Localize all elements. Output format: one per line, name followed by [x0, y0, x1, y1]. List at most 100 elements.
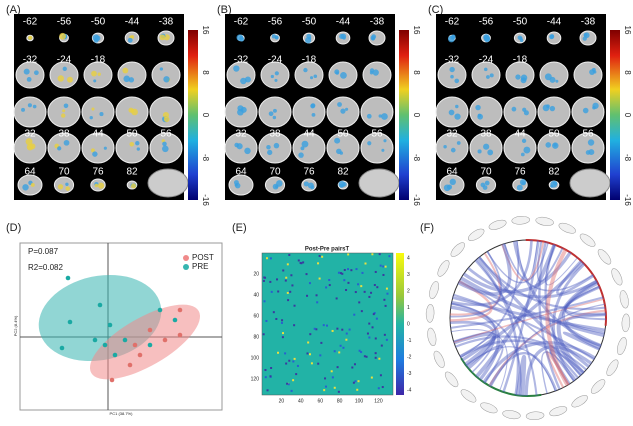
node-label-bubble: [617, 337, 627, 356]
chord: [467, 266, 598, 299]
matrix-cell: [355, 268, 358, 271]
post-point: [147, 327, 153, 333]
slice-number: -62: [234, 17, 249, 28]
activation-blob: [306, 33, 312, 39]
matrix-cell: [368, 322, 371, 325]
activation-blob: [477, 113, 483, 120]
activation-blob: [520, 77, 527, 84]
node-label-bubble: [488, 219, 507, 230]
slice-number: -38: [159, 17, 174, 28]
brain-slice: [53, 176, 75, 194]
matrix-cell: [270, 290, 273, 293]
activation-blob: [61, 113, 66, 118]
chord: [512, 240, 602, 347]
matrix-cell: [292, 360, 295, 363]
x-tick-label: 100: [355, 398, 364, 404]
activation-blob: [454, 113, 461, 120]
matrix: [261, 252, 394, 396]
matrix-cell: [370, 291, 373, 294]
activation-blob: [272, 115, 277, 120]
activation-blob: [337, 102, 342, 107]
activation-blob: [592, 102, 599, 109]
slice-number: 56: [582, 129, 594, 140]
matrix-cell: [336, 366, 339, 369]
chord: [503, 243, 594, 292]
matrix-cell: [328, 278, 331, 281]
node-label-bubble: [450, 242, 465, 257]
matrix-cell: [275, 317, 278, 320]
legend-label: PRE: [192, 262, 208, 271]
slice-number: -62: [23, 17, 38, 28]
activation-blob: [553, 143, 557, 147]
panel-label: (A): [6, 4, 21, 16]
activation-blob: [127, 37, 133, 43]
x-tick-label: 120: [374, 398, 383, 404]
activation-blob: [65, 186, 70, 191]
slice-number: 32: [24, 129, 36, 140]
activation-blob: [553, 181, 558, 186]
node-label-bubble: [460, 389, 477, 403]
activation-blob: [123, 75, 131, 83]
chord: [545, 248, 570, 387]
chord: [459, 339, 585, 374]
pre-point: [59, 345, 65, 351]
activation-blob: [57, 75, 65, 82]
pre-point: [172, 317, 178, 323]
matrix-cell: [385, 287, 388, 290]
matrix-cell: [352, 381, 355, 384]
slice-number: -44: [547, 17, 562, 28]
chord: [461, 261, 584, 362]
matrix-cell: [322, 324, 325, 327]
node-label-bubble: [525, 411, 545, 421]
colorbar-tick: 8: [201, 70, 210, 75]
chord: [466, 344, 504, 384]
activation-blob: [521, 181, 526, 185]
panel-label: (C): [428, 4, 443, 16]
matrix-cell: [376, 286, 379, 289]
node-label-bubble: [425, 304, 435, 323]
node-label-bubble: [597, 249, 612, 265]
chord: [536, 240, 564, 283]
activation-blob: [93, 37, 99, 43]
matrix-cell: [325, 286, 328, 289]
chord: [556, 259, 595, 295]
matrix-cell: [358, 301, 361, 304]
matrix-cell: [380, 344, 383, 347]
matrix-cell: [297, 259, 300, 262]
activation-blob: [371, 34, 377, 40]
activation-blob: [443, 184, 451, 192]
chord: [556, 279, 598, 375]
chord: [453, 332, 493, 357]
colorbar-tick: 8: [412, 70, 421, 75]
activation-blob: [274, 78, 278, 82]
activation-blob: [450, 34, 456, 40]
chord: [475, 258, 520, 396]
matrix-cell: [307, 341, 310, 344]
matrix-cell: [360, 351, 363, 354]
chord: [475, 243, 557, 379]
matrix-cell: [345, 289, 348, 292]
activation-blob: [63, 103, 69, 109]
activation-blob: [449, 66, 455, 73]
matrix-cell: [286, 291, 289, 294]
activation-blob: [33, 70, 39, 76]
activation-blob: [237, 105, 244, 112]
activation-blob: [449, 178, 456, 186]
post-point: [177, 307, 183, 313]
activation-blob: [448, 109, 455, 116]
activation-blob: [381, 148, 385, 152]
matrix-cell: [320, 341, 323, 344]
chord: [549, 349, 575, 385]
activation-blob: [521, 138, 527, 144]
chord: [564, 285, 606, 316]
matrix-cell: [364, 262, 367, 265]
matrix-cell: [386, 292, 389, 295]
matrix-cell: [365, 355, 368, 358]
chord: [545, 351, 570, 389]
matrix-cell: [354, 380, 357, 383]
activation-blob: [477, 149, 482, 154]
matrix-cell: [378, 357, 381, 360]
activation-blob: [484, 180, 490, 186]
slice-number: -18: [513, 55, 528, 66]
chord: [490, 303, 605, 387]
